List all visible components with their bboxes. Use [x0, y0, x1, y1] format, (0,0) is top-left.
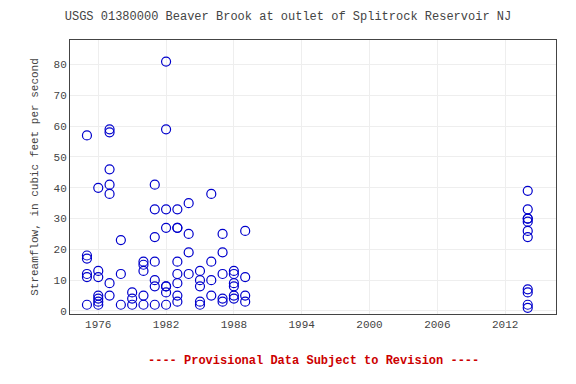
svg-text:60: 60: [54, 121, 67, 133]
svg-text:1994: 1994: [288, 319, 315, 331]
svg-text:70: 70: [54, 90, 67, 102]
svg-text:2006: 2006: [424, 319, 450, 331]
svg-text:1976: 1976: [85, 319, 111, 331]
svg-text:Streamflow, in cubic feet per: Streamflow, in cubic feet per second: [29, 58, 41, 296]
svg-text:20: 20: [54, 244, 67, 256]
svg-text:---- Provisional Data Subject: ---- Provisional Data Subject to Revisio…: [148, 354, 479, 368]
svg-text:80: 80: [54, 59, 67, 71]
svg-text:50: 50: [54, 152, 67, 164]
svg-text:1988: 1988: [221, 319, 247, 331]
svg-text:0: 0: [60, 306, 67, 318]
svg-text:2012: 2012: [492, 319, 518, 331]
svg-text:2000: 2000: [356, 319, 382, 331]
svg-text:1982: 1982: [153, 319, 179, 331]
svg-text:40: 40: [54, 183, 67, 195]
svg-text:10: 10: [54, 275, 67, 287]
svg-text:USGS 01380000 Beaver Brook at: USGS 01380000 Beaver Brook at outlet of …: [65, 10, 511, 24]
svg-text:30: 30: [54, 213, 67, 225]
